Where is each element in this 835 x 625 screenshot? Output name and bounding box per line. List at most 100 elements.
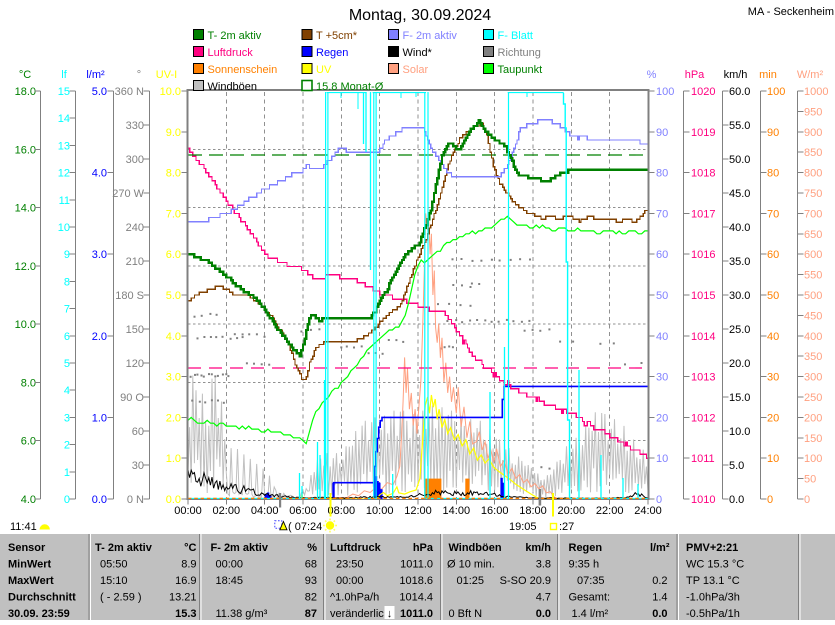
- svg-text:50: 50: [656, 290, 668, 302]
- svg-text:km/h: km/h: [724, 69, 748, 81]
- svg-text:Taupunkt: Taupunkt: [498, 64, 543, 76]
- svg-text:20: 20: [767, 412, 779, 424]
- svg-text:5.0: 5.0: [92, 86, 107, 98]
- svg-text:0.2: 0.2: [652, 575, 667, 587]
- svg-text:11:41: 11:41: [10, 521, 37, 533]
- svg-text:Sensor: Sensor: [8, 542, 46, 554]
- svg-text:850: 850: [804, 147, 822, 159]
- svg-text:2.0: 2.0: [166, 412, 181, 424]
- svg-text:93: 93: [305, 575, 317, 587]
- svg-text:0.0: 0.0: [536, 608, 551, 620]
- svg-text:T- 2m aktiv: T- 2m aktiv: [95, 542, 153, 554]
- svg-text:l/m²: l/m²: [650, 542, 670, 554]
- svg-text:5.0: 5.0: [166, 290, 181, 302]
- svg-text:( 07:24: ( 07:24: [288, 521, 322, 533]
- svg-text:12.0: 12.0: [15, 261, 36, 273]
- svg-text:02:00: 02:00: [213, 505, 241, 517]
- svg-text:1013: 1013: [691, 372, 715, 384]
- svg-text:04:00: 04:00: [251, 505, 279, 517]
- svg-text:10.0: 10.0: [729, 426, 750, 438]
- svg-text:Durchschnitt: Durchschnitt: [8, 592, 76, 604]
- svg-text:1019: 1019: [691, 127, 715, 139]
- svg-text:°: °: [137, 69, 141, 81]
- svg-text:40: 40: [767, 331, 779, 343]
- svg-text:15:10: 15:10: [100, 575, 128, 587]
- svg-text:0 N: 0 N: [127, 494, 144, 506]
- svg-text:15.3: 15.3: [175, 608, 196, 620]
- svg-text:550: 550: [804, 270, 822, 282]
- svg-text:8.0: 8.0: [21, 377, 36, 389]
- svg-text:18.0: 18.0: [15, 86, 36, 98]
- svg-text:°C: °C: [19, 69, 31, 81]
- svg-text:82: 82: [305, 592, 317, 604]
- svg-text:07:35: 07:35: [577, 575, 605, 587]
- svg-text:18:00: 18:00: [519, 505, 547, 517]
- svg-text:9.0: 9.0: [166, 127, 181, 139]
- svg-text:00:00: 00:00: [174, 505, 202, 517]
- svg-text:20:00: 20:00: [558, 505, 586, 517]
- svg-text:40.0: 40.0: [729, 222, 750, 234]
- svg-text:hPa: hPa: [413, 542, 434, 554]
- svg-text:Luftdruck: Luftdruck: [330, 542, 382, 554]
- svg-text:8.9: 8.9: [181, 559, 196, 571]
- svg-text:Windböen: Windböen: [208, 81, 258, 93]
- svg-text:8: 8: [64, 276, 70, 288]
- svg-text:700: 700: [804, 208, 822, 220]
- svg-text:0.0: 0.0: [92, 494, 107, 506]
- svg-text:4.0: 4.0: [166, 331, 181, 343]
- svg-text:F- 2m aktiv: F- 2m aktiv: [403, 30, 458, 42]
- svg-text:Montag, 30.09.2024: Montag, 30.09.2024: [349, 7, 491, 24]
- svg-text:16.9: 16.9: [175, 575, 196, 587]
- svg-text:1014.4: 1014.4: [399, 592, 433, 604]
- svg-text:270 W: 270 W: [112, 188, 144, 200]
- svg-text:1.0: 1.0: [92, 412, 107, 424]
- svg-text:5: 5: [64, 358, 70, 370]
- svg-text:150: 150: [804, 433, 822, 445]
- svg-text:6: 6: [64, 331, 70, 343]
- svg-text:1017: 1017: [691, 208, 715, 220]
- svg-text:1.0: 1.0: [166, 453, 181, 465]
- svg-text:23:50: 23:50: [336, 559, 364, 571]
- svg-text:lf: lf: [61, 69, 67, 81]
- svg-text:1012: 1012: [691, 412, 715, 424]
- svg-text:UV-I: UV-I: [156, 69, 177, 81]
- svg-text:km/h: km/h: [525, 542, 551, 554]
- svg-text:800: 800: [804, 168, 822, 180]
- svg-text:1020: 1020: [691, 86, 715, 98]
- svg-text:1018: 1018: [691, 168, 715, 180]
- svg-text:Sonnenschein: Sonnenschein: [208, 64, 278, 76]
- svg-text:90: 90: [767, 127, 779, 139]
- svg-text:%: %: [647, 69, 657, 81]
- svg-text:16:00: 16:00: [481, 505, 509, 517]
- svg-text:1000: 1000: [804, 86, 828, 98]
- svg-text:10:00: 10:00: [366, 505, 394, 517]
- svg-text:WC 15.3 °C: WC 15.3 °C: [686, 559, 744, 571]
- svg-text:14:00: 14:00: [443, 505, 471, 517]
- svg-text:45.0: 45.0: [729, 188, 750, 200]
- svg-text:9: 9: [64, 249, 70, 261]
- svg-text:12:00: 12:00: [404, 505, 432, 517]
- svg-text:l/m²: l/m²: [86, 69, 105, 81]
- svg-text:2: 2: [64, 440, 70, 452]
- svg-text:4.0: 4.0: [21, 494, 36, 506]
- svg-text:8.0: 8.0: [166, 168, 181, 180]
- svg-text:100: 100: [804, 453, 822, 465]
- svg-text:60: 60: [767, 249, 779, 261]
- svg-text:hPa: hPa: [685, 69, 705, 81]
- svg-text:6.0: 6.0: [21, 436, 36, 448]
- svg-text:veränderlich: veränderlich: [330, 608, 390, 620]
- svg-text:900: 900: [804, 127, 822, 139]
- svg-text:15: 15: [58, 86, 70, 98]
- svg-text:9:35 h: 9:35 h: [569, 559, 600, 571]
- svg-text:MA - Seckenheim: MA - Seckenheim: [748, 6, 834, 18]
- svg-text:0.0: 0.0: [729, 494, 744, 506]
- svg-text:0: 0: [64, 494, 70, 506]
- svg-text:150: 150: [126, 324, 144, 336]
- svg-text:0: 0: [804, 494, 810, 506]
- svg-text:00:00: 00:00: [336, 575, 364, 587]
- svg-text:↓: ↓: [387, 608, 393, 620]
- svg-text:°C: °C: [184, 542, 196, 554]
- svg-text:15.0: 15.0: [729, 392, 750, 404]
- svg-text:F- 2m aktiv: F- 2m aktiv: [211, 542, 269, 554]
- svg-text:05:50: 05:50: [100, 559, 128, 571]
